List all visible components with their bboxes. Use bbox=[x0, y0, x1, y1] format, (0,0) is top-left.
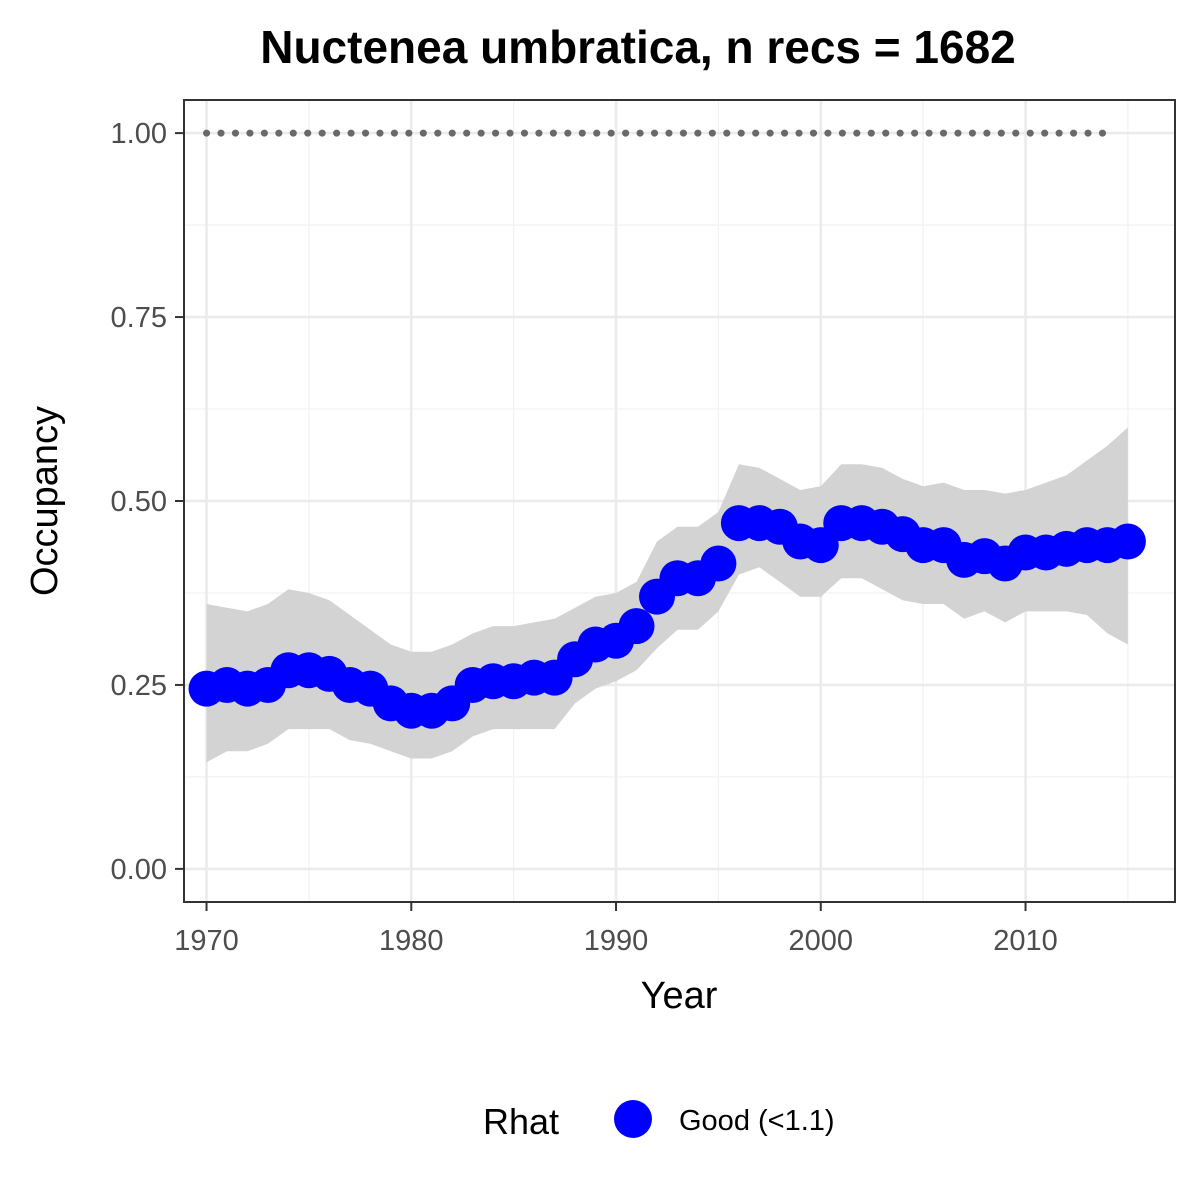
y-axis-title: Occupancy bbox=[24, 406, 66, 596]
chart-title: Nuctenea umbratica, n recs = 1682 bbox=[260, 21, 1016, 73]
x-tick-label: 1990 bbox=[584, 925, 649, 957]
y-tick-label: 0.25 bbox=[111, 670, 167, 702]
y-tick-label: 0.50 bbox=[111, 486, 167, 518]
x-tick-label: 2000 bbox=[789, 925, 854, 957]
data-point bbox=[1109, 523, 1146, 560]
x-tick-label: 1980 bbox=[379, 925, 444, 957]
x-axis-title: Year bbox=[641, 975, 718, 1017]
data-point bbox=[618, 608, 655, 645]
x-tick-label: 1970 bbox=[174, 925, 239, 957]
legend: Rhat Good (<1.1) bbox=[483, 1100, 835, 1142]
x-axis-ticks: 1970 1980 1990 2000 2010 bbox=[174, 902, 1058, 957]
legend-key-good bbox=[614, 1100, 652, 1138]
x-tick-label: 2010 bbox=[993, 925, 1058, 957]
data-point bbox=[700, 545, 737, 582]
points-layer bbox=[188, 505, 1146, 729]
legend-title: Rhat bbox=[483, 1101, 559, 1142]
y-tick-label: 0.00 bbox=[111, 854, 167, 886]
legend-label-good: Good (<1.1) bbox=[679, 1105, 835, 1137]
y-axis-ticks: 0.00 0.25 0.50 0.75 1.00 bbox=[111, 118, 184, 886]
y-tick-label: 1.00 bbox=[111, 118, 167, 150]
y-tick-label: 0.75 bbox=[111, 302, 167, 334]
